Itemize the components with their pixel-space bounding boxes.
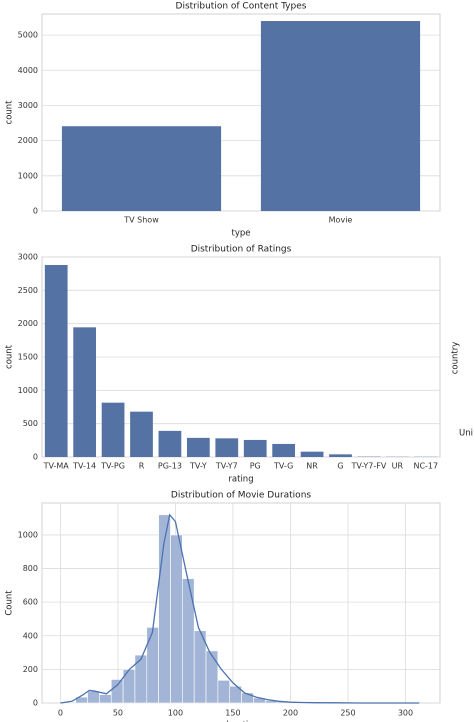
x-tick-label: 300 <box>398 709 413 718</box>
plot-area <box>41 502 441 704</box>
y-tick-label: 3000 <box>18 253 38 262</box>
x-tick-label: UR <box>392 462 404 471</box>
x-tick-label: Movie <box>329 216 353 225</box>
x-tick-label: 0 <box>58 709 63 718</box>
y-tick-label: 4000 <box>18 66 38 75</box>
chart-title: Distribution of Ratings <box>191 245 292 255</box>
y-tick-label: 1000 <box>18 386 38 395</box>
bar <box>158 430 182 457</box>
bar <box>44 265 68 457</box>
y-tick-label: 1500 <box>18 353 38 362</box>
bar <box>130 411 153 457</box>
y-tick-label: 0 <box>33 453 38 462</box>
x-tick-label: 200 <box>283 709 298 718</box>
x-tick-label: TV-G <box>273 462 293 471</box>
x-tick-label: 50 <box>113 709 123 718</box>
x-tick-label: TV-MA <box>43 462 70 471</box>
y-tick-label: 2000 <box>18 319 38 328</box>
x-tick-label: 150 <box>225 709 240 718</box>
x-tick-label: PG-13 <box>158 462 182 471</box>
x-tick-label: NR <box>306 462 318 471</box>
y-tick-label: 200 <box>23 665 38 674</box>
x-axis-label: type <box>232 229 251 239</box>
histogram-bar <box>205 650 219 704</box>
side-axis-label: country <box>451 342 461 375</box>
bar <box>243 439 267 457</box>
histogram-bar <box>99 694 112 704</box>
y-tick-label: 400 <box>23 631 38 640</box>
y-axis-label: count <box>5 100 15 125</box>
bar <box>73 327 97 457</box>
y-tick-label: 1000 <box>18 171 38 180</box>
histogram-bar <box>170 534 183 704</box>
y-tick-label: 800 <box>23 564 38 573</box>
x-tick-label: TV-14 <box>72 462 96 471</box>
bar <box>61 126 222 211</box>
x-tick-label: TV-PG <box>100 462 125 471</box>
x-tick-label: PG <box>250 462 261 471</box>
bar <box>329 454 352 457</box>
x-tick-label: TV-Y <box>189 462 207 471</box>
x-axis-label: duration <box>223 721 259 722</box>
y-tick-label: 0 <box>33 699 38 708</box>
y-tick-label: 500 <box>23 419 38 428</box>
y-axis-label: count <box>5 344 15 369</box>
y-tick-label: 0 <box>33 207 38 216</box>
bar <box>215 438 239 457</box>
bar <box>101 402 125 457</box>
x-tick-label: NC-17 <box>413 462 438 471</box>
y-tick-label: 5000 <box>18 31 38 40</box>
histogram-bar <box>110 679 124 704</box>
chart-title: Distribution of Movie Durations <box>171 491 311 501</box>
histogram-bar <box>87 690 100 704</box>
y-tick-label: 600 <box>23 598 38 607</box>
y-tick-label: 1000 <box>18 530 38 539</box>
bar <box>260 21 421 211</box>
y-tick-label: 3000 <box>18 101 38 110</box>
x-tick-label: TV-Y7 <box>215 462 238 471</box>
kde-line <box>60 513 420 704</box>
x-tick-label: 250 <box>340 709 355 718</box>
x-tick-label: TV Show <box>123 216 159 225</box>
x-tick-label: TV-Y7-FV <box>351 462 387 471</box>
x-tick-label: R <box>139 462 145 471</box>
y-axis-label: Count <box>5 590 15 616</box>
bar <box>186 437 210 457</box>
x-axis-label: rating <box>228 475 253 485</box>
bar <box>300 451 324 457</box>
x-tick-label: G <box>337 462 343 471</box>
y-tick-label: 2000 <box>18 136 38 145</box>
bar <box>272 443 296 457</box>
x-tick-label: 100 <box>168 709 183 718</box>
histogram-bar <box>217 680 231 704</box>
y-tick-label: 2500 <box>18 286 38 295</box>
chart-title: Distribution of Content Types <box>176 2 307 12</box>
histogram-bar <box>146 627 159 704</box>
side-tick-label: Uni <box>459 429 473 439</box>
